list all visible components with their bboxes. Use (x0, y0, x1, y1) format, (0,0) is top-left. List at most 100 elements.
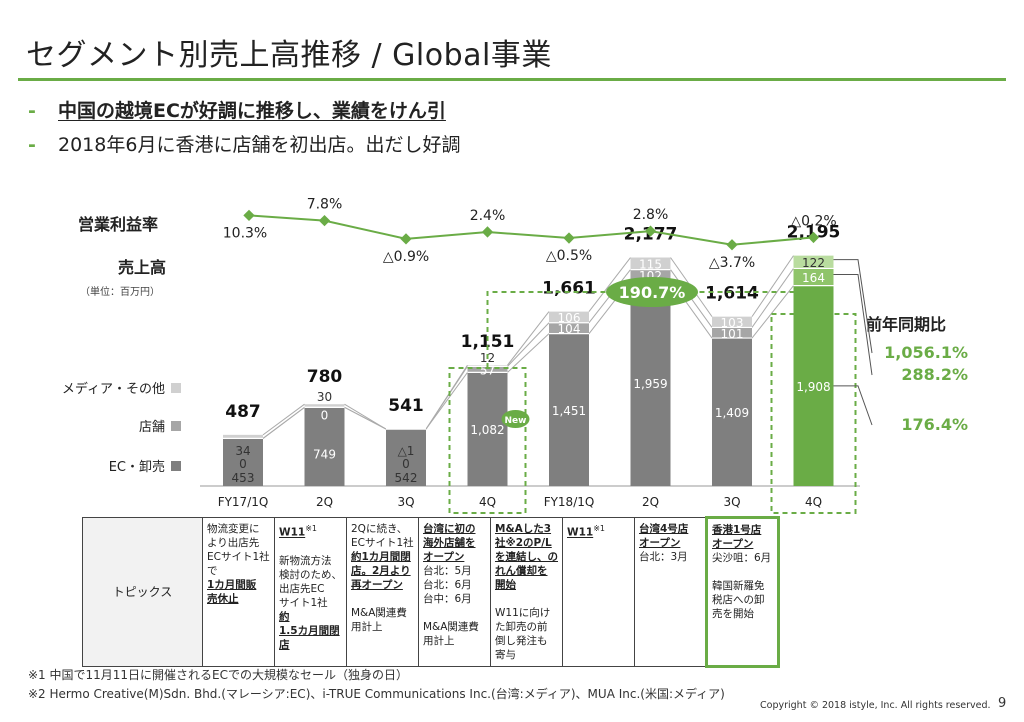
topic-text: 新物流方法 (279, 554, 332, 567)
margin-point (481, 226, 494, 238)
yoy-value-label: 1,056.1% (884, 343, 968, 362)
media-value-label: 115 (639, 258, 662, 272)
topic-line: 検討のため、 (279, 568, 342, 582)
topic-line: 新物流方法 (279, 554, 342, 568)
yoy-value-label: 288.2% (901, 365, 968, 384)
total-value-label: 1,661 (542, 279, 596, 299)
topic-line: れん償却を (495, 564, 558, 578)
media-value-label: 106 (558, 311, 581, 325)
topic-line: 売を開始 (712, 607, 773, 621)
bar-media (712, 316, 752, 328)
topic-line: で (207, 564, 270, 578)
topic-line: ECサイト1社 (207, 550, 270, 564)
margin-value-label: △0.2% (790, 213, 836, 229)
ec-value-label: 542 (395, 471, 418, 485)
media-value-label: 34 (235, 444, 250, 458)
topic-text: 寄与 (495, 649, 516, 661)
margin-value-label: 10.3% (223, 225, 267, 241)
ec-value-label: 1,409 (715, 406, 749, 420)
topic-line: 台北：5月 (423, 564, 486, 578)
topic-line (495, 592, 558, 606)
topic-line: 用計上 (351, 620, 414, 634)
bar-ec (467, 372, 508, 486)
topic-line: 台北：3月 (639, 550, 701, 564)
topic-line: ECサイト1社 (351, 536, 414, 550)
yoy-title: 前年同期比 (866, 315, 946, 334)
topic-text: 約1カ月間閉 (351, 551, 411, 563)
topic-text: 台中：6月 (423, 593, 472, 605)
topic-line: 尖沙咀：6月 (712, 551, 773, 565)
topic-text: W11 (567, 526, 594, 539)
topic-line: 2Qに続き、 (351, 522, 414, 536)
margin-value-label: 7.8% (307, 197, 343, 213)
ec-value-label: 1,959 (633, 377, 667, 391)
topic-text: 台北：5月 (423, 565, 472, 577)
ec-value-label: 1,451 (552, 404, 586, 418)
category-label: 3Q (723, 495, 740, 509)
sales-title: 売上高 (118, 258, 166, 277)
topic-text: より出店先 (207, 537, 260, 549)
total-value-label: 541 (388, 396, 424, 416)
legend-label: EC・卸売 (109, 459, 165, 475)
segment-connector (262, 406, 305, 439)
topic-text: 開始 (495, 579, 516, 591)
title-rule (18, 78, 1006, 81)
margin-point (563, 232, 575, 244)
margin-value-label: △3.7% (709, 255, 755, 271)
topic-line: サイト1社 (279, 596, 342, 610)
highlight-box-4q18 (770, 313, 857, 514)
topic-text: 約 (279, 610, 290, 623)
segment-connector (588, 257, 631, 312)
page-number: 9 (998, 696, 1007, 711)
topic-text: 店。2月より (351, 565, 411, 577)
topic-text: 2Qに続き、 (351, 523, 408, 535)
topic-line: オープン (712, 537, 773, 551)
topic-line: 台湾に初の (423, 522, 486, 536)
legend-swatch (171, 383, 181, 393)
topics-cell: 物流変更に より出店先 ECサイト1社で 1カ月間販 売休止 (202, 517, 275, 667)
topic-line: 台北：6月 (423, 578, 486, 592)
ec-value-label: 1,908 (796, 380, 830, 394)
topic-text: ECサイト1社 (207, 551, 270, 563)
topic-line: 1.5カ月間閉 (279, 624, 342, 638)
topic-text: 倒し発注も (495, 635, 548, 647)
topics-cell: 台湾に初の 海外店舗を オープン 台北：5月 台北：6月 台中：6月 M&A関連費 用計上 (418, 517, 491, 667)
bullet-dash: - (28, 134, 36, 156)
topic-text: を連結し、の (495, 551, 558, 563)
topic-line: M&A関連費 (351, 606, 414, 620)
topic-line: オープン (639, 536, 701, 550)
bar-media (304, 404, 345, 408)
topic-text: 用計上 (351, 621, 383, 633)
growth-badge (606, 277, 698, 307)
unit-label: （単位：百万円） (80, 285, 160, 298)
margin-line (248, 214, 814, 246)
topic-text: た卸売の前 (495, 621, 548, 633)
topic-line: 用計上 (423, 634, 486, 648)
yoy-leader-line (833, 385, 873, 426)
topic-text: 韓国新羅免 (712, 580, 765, 592)
topic-line (351, 592, 414, 606)
bar-ec (712, 338, 752, 486)
topic-line: 1カ月間販 (207, 578, 270, 592)
topic-text: M&A関連費 (423, 621, 479, 633)
segment-connector (751, 268, 794, 328)
topic-line: オープン (423, 550, 486, 564)
topic-line: M&A関連費 (423, 620, 486, 634)
footnote-ref: ※1 (305, 524, 317, 533)
topic-text: ECサイト1社 (351, 537, 414, 549)
margin-title: 営業利益率 (78, 215, 158, 234)
margin-point (400, 233, 412, 245)
topic-line: 社※2のP/L (495, 536, 558, 550)
bar-ec (223, 438, 263, 486)
topic-line: 売休止 (207, 592, 270, 606)
growth-badge-label: 190.7% (619, 283, 686, 302)
total-value-label: 1,614 (705, 284, 759, 304)
topic-line: 台湾4号店 (639, 522, 701, 536)
topic-line: 出店先EC (279, 582, 342, 596)
topic-text: 売休止 (207, 593, 239, 605)
legend-swatch (171, 421, 181, 431)
media-value-label: 122 (802, 256, 825, 270)
category-label: 3Q (397, 495, 414, 509)
topic-text: 台北：6月 (423, 579, 472, 591)
topic-line: 寄与 (495, 648, 558, 662)
